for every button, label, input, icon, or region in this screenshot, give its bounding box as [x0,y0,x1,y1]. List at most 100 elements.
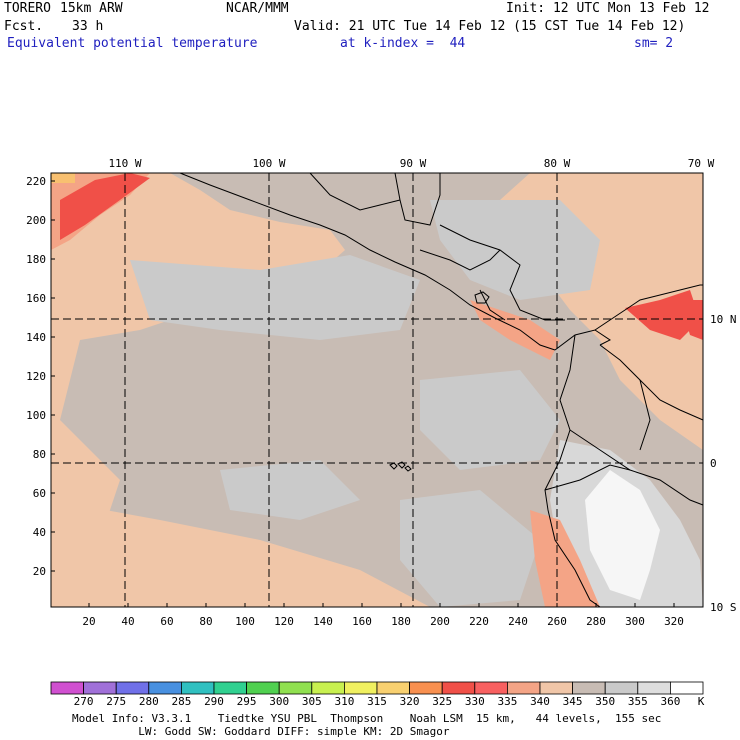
colorbar-swatch [311,681,345,695]
lon-label-70w: 70 W [688,157,715,170]
colorbar-label: 345 [562,695,583,708]
x-tick-label: 140 [313,615,333,628]
colorbar-unit: K [697,695,705,708]
y-tick-label: 80 [33,448,46,461]
x-tick-label: 260 [547,615,567,628]
lon-label-100w: 100 W [252,157,285,170]
y-tick-label: 20 [33,565,46,578]
colorbar-swatch [474,681,508,695]
colorbar-label: 320 [399,695,420,708]
x-tick-label: 120 [274,615,294,628]
colorbar-label: 300 [269,695,290,708]
lat-label-0: 0 [710,457,717,470]
x-tick-label: 80 [199,615,212,628]
lon-label-80w: 80 W [544,157,571,170]
lake-nicaragua [474,291,490,304]
colorbar-swatch [343,681,378,695]
colorbar-label: 325 [432,695,453,708]
colorbar-label: 270 [73,695,94,708]
x-tick-label: 200 [430,615,450,628]
gulf-coast [309,172,401,211]
x-tick-label: 100 [235,615,255,628]
x-tick-label: 220 [469,615,489,628]
y-tick-label: 100 [26,409,46,422]
border-1 [599,344,704,421]
colorbar-swatch [506,681,541,695]
colorbar-label: 280 [138,695,159,708]
y-tick-label: 200 [26,214,46,227]
header-level: at k-index = 44 [340,36,466,51]
border-3 [544,464,631,491]
x-tick-label: 20 [82,615,95,628]
lat-label-10s: 10 S [710,601,737,614]
map-border [50,172,704,608]
hot-venezuela-patch [680,300,703,340]
header-fcst-label: Fcst. [4,19,44,34]
colorbar-swatch [376,681,410,695]
peru-warm-coast [530,510,600,607]
gray-patch-south [400,490,540,607]
header-valid: Valid: 21 UTC Tue 14 Feb 12 (15 CST Tue … [294,19,686,34]
y-tick-label: 180 [26,253,46,266]
model-info-line2: LW: Godd SW: Goddard DIFF: simple KM: 2D… [72,725,450,738]
colorbar-label: 330 [464,695,485,708]
x-tick-label: 180 [391,615,411,628]
colorbar-swatch [441,681,476,695]
central-america-caribbean [439,224,565,321]
colorbar-swatch [50,681,84,695]
header-resolution: 15km ARW [60,1,123,16]
colorbar-label: 285 [171,695,192,708]
colorbar-swatch [278,681,313,695]
lat-label-10n: 10 N [710,313,737,326]
yucatan-coast [394,172,441,226]
border-4 [639,379,651,451]
gray-patch-southeast [220,460,360,520]
border-2 [569,429,704,506]
very-hot-nw-region [60,173,150,240]
coastlines [179,172,704,608]
x-tick-label: 40 [121,615,134,628]
x-tick-label: 240 [508,615,528,628]
colorbar-swatch [604,681,639,695]
x-tick-label: 280 [586,615,606,628]
gray-patch-central [420,370,560,470]
colorbar-swatch [539,681,573,695]
x-tick-label: 60 [160,615,173,628]
y-tick-label: 40 [33,526,46,539]
colorbar-swatch [213,681,247,695]
graticule [51,173,703,607]
colorbar-swatch [83,681,117,695]
header-center: NCAR/MMM [226,1,289,16]
colorbar-label: 290 [204,695,224,708]
mexico-coast [179,172,556,351]
header-model: TORERO [4,1,51,16]
colorbar-swatch [115,681,150,695]
south-america-north [594,284,703,331]
hot-nw-corner [51,173,75,183]
x-tick-label: 160 [352,615,372,628]
warm-central-america [470,300,560,360]
colorbar-label: 340 [530,695,550,708]
header-fcst-value: 33 h [72,19,104,34]
lon-label-90w: 90 W [400,157,427,170]
y-tick-label: 60 [33,487,46,500]
colorbar-swatch [572,681,606,695]
model-info-line1: Model Info: V3.3.1 Tiedtke YSU PBL Thomp… [72,712,662,725]
x-tick-label: 300 [625,615,645,628]
y-tick-label: 220 [26,175,46,188]
colorbar-label: 315 [367,695,387,708]
y-tick-label: 160 [26,292,46,305]
header-field: Equivalent potential temperature [7,36,258,51]
lon-label-110w: 110 W [108,157,141,170]
header-init: Init: 12 UTC Mon 13 Feb 12 [506,1,710,16]
colorbar-label: 305 [301,695,322,708]
andes-white [585,470,660,600]
colorbar-label: 275 [106,695,127,708]
y-tick-label: 140 [26,331,46,344]
colorbar-swatch [637,681,671,695]
y-tick-label: 120 [26,370,46,383]
colorbar-label: 350 [595,695,616,708]
warm-far-south [51,570,310,607]
header-smoothing: sm= 2 [634,36,674,51]
